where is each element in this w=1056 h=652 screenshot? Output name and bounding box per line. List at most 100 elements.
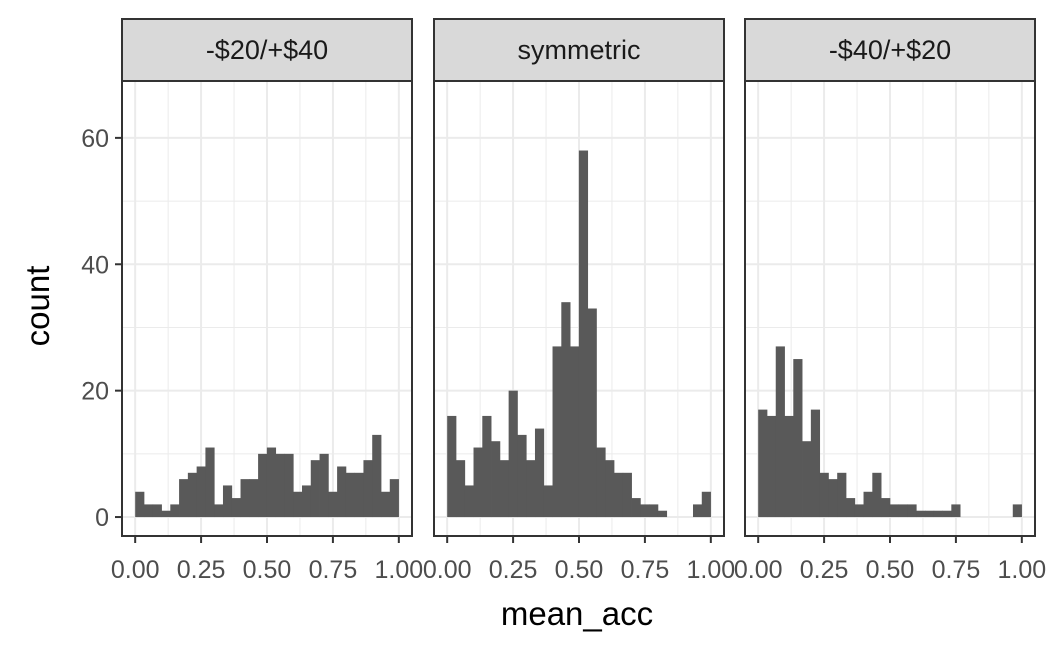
histogram-bar — [933, 510, 943, 518]
histogram-bar — [570, 346, 580, 518]
histogram-bar — [205, 447, 215, 518]
histogram-bar — [587, 308, 597, 518]
histogram-bar — [231, 498, 241, 518]
histogram-bar — [310, 460, 320, 518]
x-tick-label: 1.00 — [997, 556, 1046, 584]
histogram-bar — [328, 491, 338, 518]
histogram-bar — [240, 479, 250, 518]
y-tick-label: 60 — [81, 125, 109, 153]
histogram-bar — [951, 504, 961, 518]
histogram-bar — [758, 409, 768, 518]
histogram-bar — [810, 409, 821, 518]
histogram-bar — [380, 491, 391, 518]
histogram-bar — [898, 504, 908, 518]
x-axis-title: mean_acc — [501, 595, 653, 632]
facet-strip-label: -$20/+$40 — [206, 35, 328, 65]
histogram-bar — [701, 491, 711, 518]
histogram-bar — [596, 447, 606, 518]
y-tick-label: 40 — [81, 251, 109, 279]
y-axis-title: count — [19, 266, 56, 347]
x-tick-label: 0.25 — [800, 556, 849, 584]
histogram-bar — [447, 415, 457, 518]
x-tick-label: 0.00 — [734, 556, 783, 584]
facet-strip-label: -$40/+$20 — [829, 35, 951, 65]
histogram-bar — [363, 460, 373, 518]
histogram-bar — [372, 434, 382, 518]
x-tick-label: 0.00 — [423, 556, 472, 584]
histogram-bar — [622, 472, 632, 518]
histogram-bar — [775, 346, 785, 518]
histogram-bar — [214, 504, 224, 518]
x-tick-label: 0.25 — [489, 556, 538, 584]
histogram-bar — [491, 441, 501, 518]
histogram-bar — [802, 441, 812, 518]
x-tick-label: 0.25 — [177, 556, 226, 584]
histogram-bar — [345, 472, 356, 518]
histogram-bar — [819, 472, 829, 518]
histogram-bar — [578, 150, 589, 518]
histogram-bar — [143, 504, 154, 518]
y-axis: 0 20 40 60 — [81, 125, 122, 532]
histogram-bar — [793, 359, 803, 518]
y-tick-label: 0 — [95, 504, 109, 532]
x-tick-label: 0.00 — [111, 556, 160, 584]
x-tick-label: 0.50 — [555, 556, 604, 584]
histogram-bar — [889, 504, 900, 518]
histogram-bar — [275, 453, 285, 518]
facet-strip — [433, 18, 725, 82]
histogram-bar — [389, 479, 399, 518]
x-tick-label: 0.75 — [621, 556, 670, 584]
histogram-bar — [881, 498, 891, 518]
histogram-bar — [561, 302, 571, 518]
facet-panel: -$20/+$40 0.00 0.25 0.50 0.75 1.00 — [111, 18, 423, 584]
histogram-bar — [942, 510, 952, 518]
facet-panels: -$20/+$40 0.00 0.25 0.50 0.75 1.00 symmetric 0.… — [111, 18, 1046, 584]
y-tick-label: 20 — [81, 378, 109, 406]
histogram-bar — [640, 504, 650, 518]
facet-strip — [121, 18, 413, 82]
x-tick-label: 0.50 — [866, 556, 915, 584]
histogram-bar — [845, 498, 856, 518]
histogram-bar — [179, 479, 189, 518]
histogram-bar — [649, 504, 659, 518]
histogram-bar — [266, 447, 277, 518]
histogram-bar — [907, 504, 917, 518]
histogram-bar — [249, 479, 259, 518]
histogram-bar — [464, 485, 474, 518]
histogram-bar — [222, 485, 233, 518]
histogram-bar — [135, 491, 145, 518]
histogram-bar — [863, 491, 873, 518]
histogram-bar — [258, 453, 268, 518]
histogram-bar — [924, 510, 935, 518]
histogram-bar — [499, 460, 510, 518]
x-tick-label: 0.50 — [243, 556, 292, 584]
histogram-bar — [354, 472, 364, 518]
histogram-bar — [526, 460, 536, 518]
histogram-bar — [187, 472, 198, 518]
histogram-bar — [337, 466, 347, 518]
histogram-bar — [552, 346, 562, 518]
histogram-bar — [455, 460, 466, 518]
histogram-bar — [534, 428, 545, 518]
histogram-bar — [482, 415, 492, 518]
facet-strip — [744, 18, 1036, 82]
histogram-bar — [916, 510, 926, 518]
histogram-bar — [301, 485, 312, 518]
facet-panel: -$40/+$20 0.00 0.25 0.50 0.75 1.00 — [734, 18, 1046, 584]
facet-panel: symmetric 0.00 0.25 0.50 0.75 1.00 — [423, 18, 735, 584]
histogram-bar — [854, 504, 864, 518]
histogram-bar — [837, 472, 847, 518]
histogram-bar — [605, 460, 615, 518]
x-tick-label: 0.75 — [309, 556, 358, 584]
histogram-bar — [872, 472, 882, 518]
histogram-bar — [319, 453, 329, 518]
facet-strip-label: symmetric — [518, 35, 641, 65]
histogram-bar — [170, 504, 180, 518]
histogram-bar — [828, 479, 838, 518]
histogram-bar — [508, 390, 518, 518]
x-tick-label: 1.00 — [374, 556, 423, 584]
x-tick-label: 1.00 — [686, 556, 735, 584]
histogram-bar — [631, 498, 641, 518]
histogram-bar — [161, 510, 171, 518]
